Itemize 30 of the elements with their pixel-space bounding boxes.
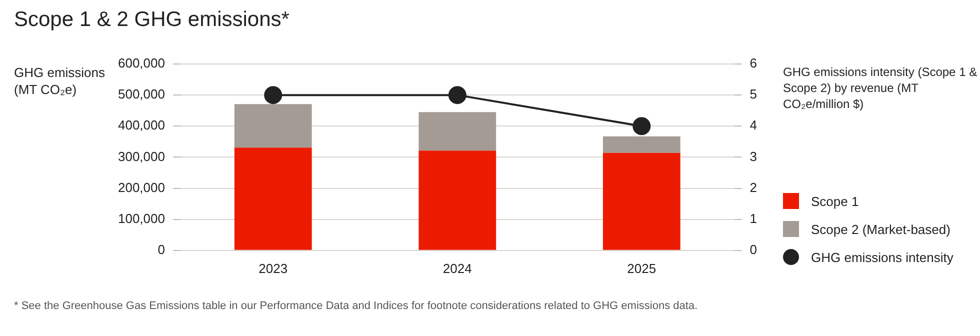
x-tick-label: 2023 (258, 260, 288, 276)
chart-title: Scope 1 & 2 GHG emissions* (14, 8, 290, 32)
bar (234, 148, 312, 250)
legend-label: Scope 1 (811, 194, 859, 208)
y-tick-label: 400,000 (118, 118, 165, 133)
y2-tick-label: 0 (750, 242, 758, 257)
y-tick-label: 200,000 (118, 180, 165, 195)
y-tick-label: 300,000 (118, 148, 165, 164)
y2-tick-label: 3 (750, 148, 758, 164)
bar (234, 104, 312, 148)
bar (418, 150, 496, 250)
x-tick-label: 2025 (627, 260, 656, 276)
bar (602, 136, 680, 153)
text: * See the Greenhouse Gas Emissions table in our Performance Data and Indices for footnote considerations related to GHG emissions data. (14, 300, 698, 312)
y2-tick-label: 5 (750, 86, 758, 102)
bar (418, 112, 496, 151)
x-tick-label: 2024 (442, 260, 472, 276)
y2-tick-label: 4 (750, 118, 758, 133)
legend-label: GHG emissions intensity (811, 250, 954, 264)
bar (602, 152, 680, 250)
y2-axis-title: GHG emissions intensity (Scope 1 & Scope 2) by revenue (MT CO₂e/million $) (783, 64, 978, 112)
y2-tick-label: 2 (750, 180, 758, 195)
y2-tick-label: 6 (750, 56, 758, 71)
y-axis-title: GHG emissions (MT CO₂e) (14, 65, 106, 97)
legend-label: Scope 2 (Market-based) (811, 222, 950, 236)
y-tick-label: 100,000 (118, 210, 165, 226)
y-tick-label: 600,000 (118, 56, 165, 71)
y-tick-label: 0 (158, 242, 165, 257)
y-tick-label: 500,000 (118, 86, 165, 102)
y2-tick-label: 1 (750, 210, 758, 226)
